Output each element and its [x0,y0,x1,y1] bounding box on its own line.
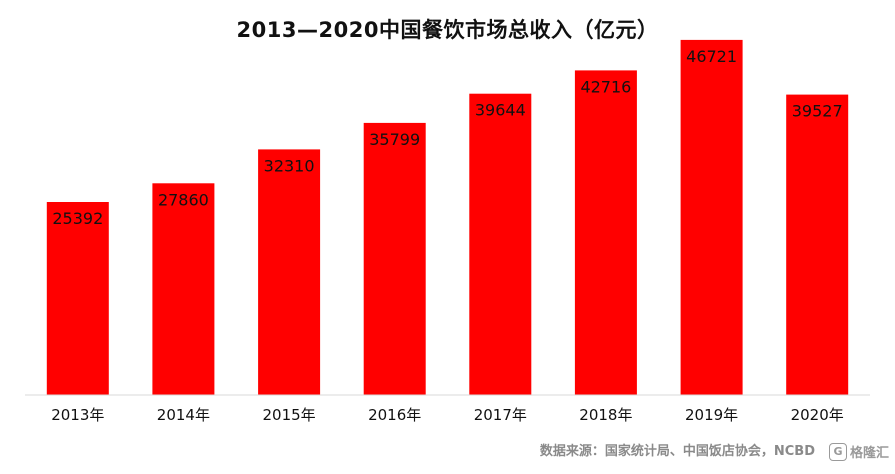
data-label-2014年: 27860 [158,190,209,209]
bar-2020年 [786,94,849,395]
bar-2017年 [469,93,532,395]
x-tick-label: 2015年 [263,406,316,424]
bar-2013年 [46,202,109,395]
brand-logo: G 格隆汇 [828,442,889,461]
data-label-2017年: 39644 [475,101,526,120]
x-tick-label: 2019年 [685,406,738,424]
data-label-2020年: 39527 [792,102,843,121]
x-tick-label: 2014年 [157,406,210,424]
data-label-2013年: 25392 [52,209,103,228]
data-label-2015年: 32310 [264,156,315,175]
x-tick-label: 2020年 [791,406,844,424]
bar-2019年 [680,39,743,396]
bar-2015年 [258,149,321,395]
x-tick-label: 2017年 [474,406,527,424]
x-tick-label: 2013年 [51,406,104,424]
bar-2016年 [363,122,426,396]
data-label-2019年: 46721 [686,47,737,66]
x-tick-label: 2018年 [579,406,632,424]
logo-text: 格隆汇 [849,446,889,461]
data-label-2018年: 42716 [580,77,631,96]
data-label-2016年: 35799 [369,130,420,149]
x-tick-labels: 2013年 2014年 2015年 2016年 2017年 2018年 2019年 2020年 [51,406,844,424]
bar-group: 25392 27860 32310 35799 39644 42716 46721 39527 [46,39,849,396]
bar-2018年 [574,70,637,396]
logo-mark-icon: G [828,442,847,461]
chart-title: 2013—2020中国餐饮市场总收入（亿元） [236,18,659,42]
data-source-note: 数据来源：国家统计局、中国饭店协会，NCBD [539,444,815,459]
x-tick-label: 2016年 [368,406,421,424]
bar-2014年 [152,183,215,395]
